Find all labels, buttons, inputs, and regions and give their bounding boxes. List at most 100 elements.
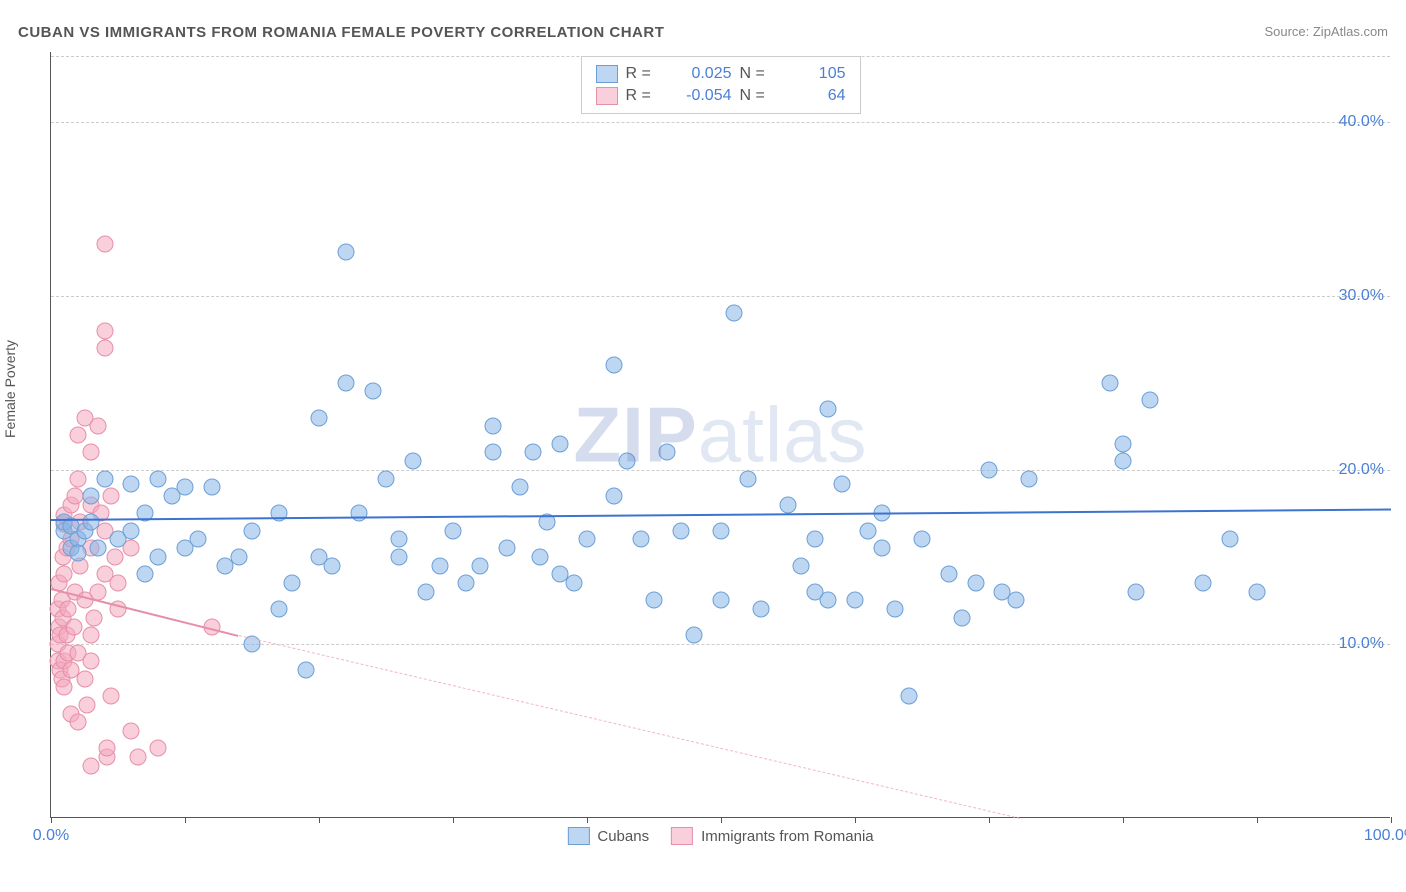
data-point [60, 601, 77, 618]
data-point [103, 487, 120, 504]
data-point [69, 545, 86, 562]
x-tick-mark [1391, 817, 1392, 823]
data-point [753, 601, 770, 618]
data-point [498, 540, 515, 557]
source-label: Source: ZipAtlas.com [1264, 24, 1388, 39]
data-point [458, 574, 475, 591]
n-label-b: N = [740, 87, 774, 105]
data-point [83, 757, 100, 774]
data-point [739, 470, 756, 487]
data-point [820, 400, 837, 417]
data-point [96, 235, 113, 252]
data-point [297, 662, 314, 679]
data-point [203, 479, 220, 496]
data-point [150, 548, 167, 565]
data-point [123, 722, 140, 739]
data-point [887, 601, 904, 618]
data-point [726, 305, 743, 322]
data-point [136, 566, 153, 583]
data-point [56, 679, 73, 696]
data-point [123, 475, 140, 492]
data-point [900, 688, 917, 705]
data-point [632, 531, 649, 548]
data-point [565, 574, 582, 591]
x-tick-mark [185, 817, 186, 823]
grid-line [51, 296, 1390, 297]
x-tick-mark [319, 817, 320, 823]
legend-stats-row-b: R = -0.054 N = 64 [596, 85, 846, 107]
y-axis-label: Female Poverty [2, 340, 18, 438]
data-point [69, 714, 86, 731]
data-point [284, 574, 301, 591]
data-point [351, 505, 368, 522]
x-tick-label: 0.0% [33, 827, 69, 845]
data-point [83, 627, 100, 644]
data-point [686, 627, 703, 644]
data-point [431, 557, 448, 574]
data-point [378, 470, 395, 487]
r-value-a: 0.025 [668, 65, 732, 83]
data-point [89, 418, 106, 435]
data-point [940, 566, 957, 583]
data-point [67, 487, 84, 504]
data-point [914, 531, 931, 548]
data-point [76, 670, 93, 687]
data-point [96, 470, 113, 487]
y-tick-label: 20.0% [1339, 461, 1384, 479]
data-point [83, 444, 100, 461]
data-point [1115, 435, 1132, 452]
data-point [85, 609, 102, 626]
data-point [150, 740, 167, 757]
data-point [404, 453, 421, 470]
data-point [1021, 470, 1038, 487]
y-tick-label: 40.0% [1339, 113, 1384, 131]
legend-swatch-a2 [567, 827, 589, 845]
data-point [190, 531, 207, 548]
n-value-b: 64 [782, 87, 846, 105]
plot-area: ZIPatlas R = 0.025 N = 105 R = -0.054 N … [50, 52, 1390, 818]
legend-item-b: Immigrants from Romania [671, 827, 874, 845]
data-point [56, 566, 73, 583]
n-value-a: 105 [782, 65, 846, 83]
data-point [713, 592, 730, 609]
legend-swatch-a [596, 65, 618, 83]
data-point [324, 557, 341, 574]
grid-line [51, 470, 1390, 471]
data-point [83, 653, 100, 670]
r-label-b: R = [626, 87, 660, 105]
watermark-atlas: atlas [698, 390, 868, 478]
data-point [485, 444, 502, 461]
grid-line [51, 122, 1390, 123]
legend-stats-row-a: R = 0.025 N = 105 [596, 63, 846, 85]
x-tick-mark [855, 817, 856, 823]
x-tick-mark [51, 817, 52, 823]
legend-swatch-b2 [671, 827, 693, 845]
data-point [552, 435, 569, 452]
data-point [391, 548, 408, 565]
watermark-zip: ZIP [573, 390, 697, 478]
legend-label-a: Cubans [597, 828, 649, 845]
data-point [525, 444, 542, 461]
legend-label-b: Immigrants from Romania [701, 828, 874, 845]
data-point [69, 470, 86, 487]
data-point [1141, 392, 1158, 409]
x-tick-mark [453, 817, 454, 823]
data-point [820, 592, 837, 609]
x-tick-mark [989, 817, 990, 823]
data-point [364, 383, 381, 400]
chart-title: CUBAN VS IMMIGRANTS FROM ROMANIA FEMALE … [18, 24, 664, 41]
data-point [445, 522, 462, 539]
n-label-a: N = [740, 65, 774, 83]
data-point [967, 574, 984, 591]
data-point [847, 592, 864, 609]
data-point [65, 618, 82, 635]
data-point [83, 514, 100, 531]
data-point [89, 540, 106, 557]
data-point [103, 688, 120, 705]
data-point [107, 548, 124, 565]
data-point [391, 531, 408, 548]
data-point [123, 522, 140, 539]
data-point [646, 592, 663, 609]
y-tick-label: 10.0% [1339, 635, 1384, 653]
data-point [619, 453, 636, 470]
